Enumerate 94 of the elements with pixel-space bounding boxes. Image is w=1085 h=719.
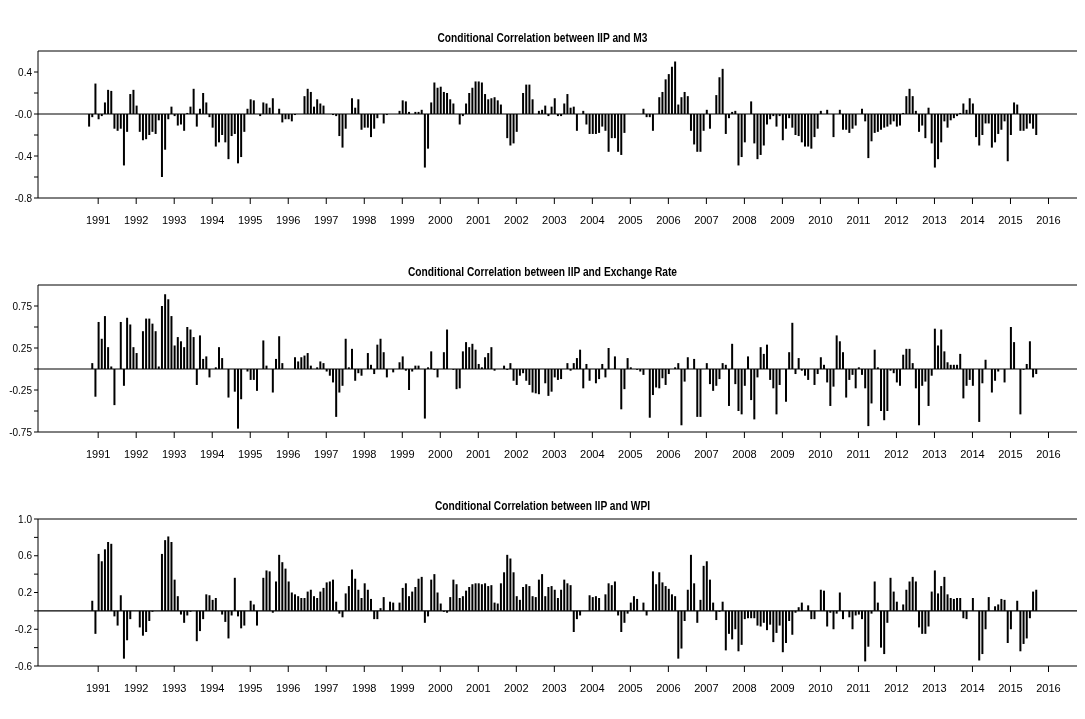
x-tick-label: 2013: [922, 447, 947, 460]
x-tick-label: 2004: [580, 447, 605, 460]
x-tick-label: 1993: [161, 681, 187, 694]
x-tick-label: 1995: [237, 681, 263, 694]
x-tick-label: 2014: [960, 681, 985, 694]
x-tick-label: 1994: [199, 447, 225, 460]
x-tick-label: 2002: [504, 213, 529, 226]
x-tick-label: 2003: [542, 447, 567, 460]
x-tick-label: 2011: [846, 447, 871, 460]
x-tick-label: 2006: [656, 681, 681, 694]
x-tick-label: 2010: [808, 213, 833, 226]
x-tick-label: 2011: [846, 213, 871, 226]
x-tick-label: 2007: [694, 447, 719, 460]
x-tick-label: 1996: [276, 213, 301, 226]
x-tick-label: 2009: [770, 681, 795, 694]
y-tick-label: 0.4: [18, 66, 33, 78]
x-tick-label: 2002: [504, 681, 529, 694]
x-tick-label: 1992: [123, 447, 149, 460]
y-tick-label: -0.6: [14, 660, 33, 672]
y-tick-label: 0.75: [12, 300, 33, 312]
x-tick-label: 1991: [85, 447, 111, 460]
x-tick-label: 2011: [846, 681, 871, 694]
x-tick-label: 1996: [276, 681, 301, 694]
x-tick-label: 2016: [1036, 447, 1061, 460]
x-tick-label: 2006: [656, 447, 681, 460]
x-tick-label: 2013: [922, 681, 947, 694]
x-tick-label: 2006: [656, 213, 681, 226]
x-tick-label: 1999: [390, 213, 415, 226]
y-tick-label: -0.0: [14, 108, 33, 120]
y-tick-label: 0.25: [12, 342, 33, 354]
x-tick-label: 2009: [770, 447, 795, 460]
y-tick-label: 0.6: [18, 550, 33, 562]
chart-title: Conditional Correlation between IIP and WPI: [433, 498, 652, 514]
x-tick-label: 2004: [580, 681, 605, 694]
x-tick-label: 2008: [732, 447, 757, 460]
x-tick-label: 1994: [199, 213, 225, 226]
x-tick-label: 2004: [580, 213, 605, 226]
x-tick-label: 2016: [1036, 213, 1061, 226]
y-tick-label: 0.2: [18, 587, 33, 599]
x-tick-label: 1992: [123, 213, 149, 226]
x-tick-label: 1991: [85, 681, 111, 694]
x-tick-label: 2008: [732, 681, 757, 694]
x-tick-label: 2015: [998, 447, 1023, 460]
x-tick-label: 1998: [352, 213, 377, 226]
x-tick-label: 2012: [884, 681, 909, 694]
x-tick-label: 1999: [390, 681, 415, 694]
y-tick-label: -0.2: [14, 623, 33, 635]
x-tick-label: 1992: [123, 681, 149, 694]
x-tick-label: 2002: [504, 447, 529, 460]
x-tick-label: 1998: [352, 447, 377, 460]
x-tick-label: 2009: [770, 213, 795, 226]
y-tick-label: -0.75: [9, 426, 33, 438]
x-tick-label: 1994: [199, 681, 225, 694]
y-tick-label: -0.4: [14, 150, 33, 162]
x-tick-label: 2000: [428, 447, 453, 460]
x-tick-label: 2014: [960, 213, 985, 226]
x-tick-label: 2010: [808, 681, 833, 694]
x-tick-label: 1991: [85, 213, 111, 226]
x-tick-label: 2003: [542, 213, 567, 226]
x-tick-label: 1993: [161, 447, 187, 460]
x-tick-label: 1997: [314, 681, 339, 694]
x-tick-label: 2005: [618, 681, 643, 694]
x-tick-label: 2015: [998, 213, 1023, 226]
x-tick-label: 1997: [314, 447, 339, 460]
x-tick-label: 2001: [466, 447, 491, 460]
x-tick-label: 2005: [618, 447, 643, 460]
x-tick-label: 2012: [884, 447, 909, 460]
x-tick-label: 1999: [390, 447, 415, 460]
x-tick-label: 2014: [960, 447, 985, 460]
x-tick-label: 2010: [808, 447, 833, 460]
x-tick-label: 2005: [618, 213, 643, 226]
chart-title: Conditional Correlation between IIP and Exchange Rate: [407, 264, 678, 280]
x-tick-label: 2007: [694, 681, 719, 694]
x-tick-label: 1993: [161, 213, 187, 226]
x-tick-label: 1996: [276, 447, 301, 460]
x-tick-label: 2000: [428, 213, 453, 226]
x-tick-label: 2007: [694, 213, 719, 226]
y-tick-label: -0.25: [9, 384, 33, 396]
x-tick-label: 2013: [922, 213, 947, 226]
y-tick-label: -0.8: [14, 192, 33, 204]
chart-title: Conditional Correlation between IIP and M3: [436, 30, 649, 46]
x-tick-label: 2008: [732, 213, 757, 226]
x-tick-label: 1997: [314, 213, 339, 226]
x-tick-label: 2015: [998, 681, 1023, 694]
x-tick-label: 2000: [428, 681, 453, 694]
x-tick-label: 1995: [237, 447, 263, 460]
y-tick-label: 1.0: [18, 513, 33, 525]
x-tick-label: 1998: [352, 681, 377, 694]
x-tick-label: 1995: [237, 213, 263, 226]
x-tick-label: 2016: [1036, 681, 1061, 694]
x-tick-label: 2003: [542, 681, 567, 694]
x-tick-label: 2001: [466, 213, 491, 226]
x-tick-label: 2001: [466, 681, 491, 694]
x-tick-label: 2012: [884, 213, 909, 226]
